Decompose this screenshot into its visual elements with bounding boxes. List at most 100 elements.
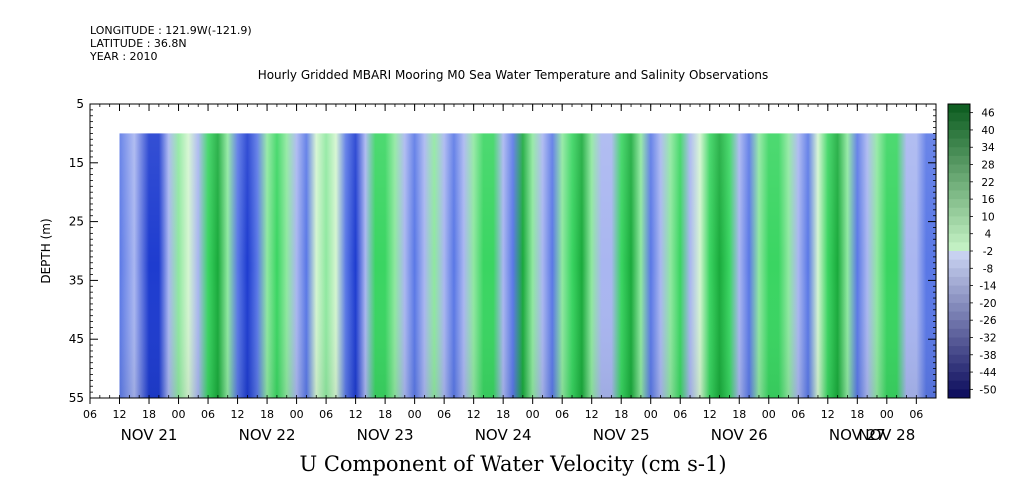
colorbar-swatch — [948, 242, 970, 252]
x-hour-tick-label: 12 — [585, 408, 599, 421]
colorbar-label: -32 — [979, 332, 996, 344]
colorbar-label: 28 — [981, 160, 994, 172]
colorbar-label: -50 — [979, 384, 996, 396]
colorbar-label: -2 — [983, 246, 993, 258]
colorbar-swatch — [948, 380, 970, 390]
colorbar-swatch — [948, 155, 970, 166]
x-hour-tick-label: 06 — [555, 408, 569, 421]
colorbar-swatch — [948, 164, 970, 174]
colorbar-label: 10 — [981, 211, 994, 223]
colorbar-label: -44 — [979, 367, 996, 379]
x-day-label: NOV 21 — [121, 426, 178, 444]
x-hour-tick-label: 18 — [260, 408, 274, 421]
colorbar-swatch — [948, 225, 970, 235]
colorbar-swatch — [948, 138, 970, 148]
colorbar-swatch — [948, 233, 970, 243]
x-hour-tick-label: 00 — [172, 408, 186, 421]
x-hour-tick-label: 12 — [349, 408, 363, 421]
x-hour-tick-label: 06 — [673, 408, 687, 421]
y-tick-label: 35 — [69, 273, 84, 287]
colorbar-swatch — [948, 207, 970, 217]
colorbar-swatch — [948, 199, 970, 209]
x-day-label: NOV 27 — [829, 426, 886, 444]
colorbar-label: 40 — [981, 125, 994, 137]
x-hour-tick-label: 12 — [113, 408, 127, 421]
latitude-label: LATITUDE : 36.8N — [90, 37, 187, 50]
x-hour-tick-label: 00 — [526, 408, 540, 421]
x-hour-tick-label: 18 — [732, 408, 746, 421]
depth-shading — [119, 133, 937, 398]
x-day-label: NOV 23 — [357, 426, 414, 444]
x-hour-tick-label: 00 — [880, 408, 894, 421]
colorbar-swatch — [948, 173, 970, 183]
colorbar-swatch — [948, 104, 970, 114]
colorbar-swatch — [948, 328, 970, 338]
colorbar-label: -8 — [983, 263, 993, 275]
colorbar-swatch — [948, 181, 970, 191]
x-hour-tick-label: 12 — [821, 408, 835, 421]
y-tick-label: 55 — [69, 391, 84, 405]
colorbar-swatch — [948, 259, 970, 269]
colorbar-label: 22 — [981, 177, 994, 189]
x-day-label: NOV 22 — [239, 426, 296, 444]
colorbar-swatch — [948, 337, 970, 347]
x-hour-tick-label: 06 — [83, 408, 97, 421]
colorbar-swatch — [948, 129, 970, 140]
year-label: YEAR : 2010 — [90, 50, 158, 63]
colorbar-swatch — [948, 147, 970, 157]
colorbar-swatch — [948, 311, 970, 321]
x-hour-tick-label: 06 — [909, 408, 923, 421]
colorbar-swatch — [948, 346, 970, 356]
x-axis-title: U Component of Water Velocity (cm s-1) — [299, 452, 727, 476]
longitude-label: LONGITUDE : 121.9W(-121.9) — [90, 24, 252, 37]
y-tick-label: 15 — [69, 156, 84, 170]
x-hour-tick-label: 18 — [142, 408, 156, 421]
colorbar-label: -20 — [979, 298, 996, 310]
colorbar-swatch — [948, 389, 970, 399]
colorbar-swatch — [948, 302, 970, 313]
colorbar-label: -14 — [979, 281, 996, 293]
colorbar-swatch — [948, 268, 970, 278]
y-tick-label: 25 — [69, 215, 84, 229]
y-tick-label: 45 — [69, 332, 84, 346]
colorbar-label: -38 — [979, 350, 996, 362]
x-hour-tick-label: 00 — [762, 408, 776, 421]
x-hour-tick-label: 12 — [231, 408, 245, 421]
colorbar-label: 34 — [981, 142, 995, 154]
colorbar-swatch — [948, 216, 970, 226]
x-hour-tick-label: 18 — [378, 408, 392, 421]
x-hour-tick-label: 06 — [791, 408, 805, 421]
colorbar-swatch — [948, 354, 970, 364]
x-hour-tick-label: 18 — [496, 408, 510, 421]
x-day-label: NOV 26 — [711, 426, 768, 444]
x-hour-tick-label: 18 — [850, 408, 864, 421]
x-day-label: NOV 28 — [858, 426, 915, 444]
colorbar-swatch — [948, 190, 970, 200]
colorbar-label: 46 — [981, 108, 995, 120]
colorbar-label: -26 — [979, 315, 996, 327]
colorbar-swatch — [948, 363, 970, 373]
x-hour-tick-label: 12 — [467, 408, 481, 421]
colorbar-swatch — [948, 320, 970, 330]
colorbar-swatch — [948, 121, 970, 131]
x-hour-tick-label: 06 — [201, 408, 215, 421]
colorbar-swatch — [948, 276, 970, 287]
y-axis-title: DEPTH (m) — [39, 218, 53, 283]
colorbar-swatch — [948, 372, 970, 382]
colorbar-swatch — [948, 285, 970, 295]
colorbar-swatch — [948, 112, 970, 122]
y-tick-label: 5 — [76, 97, 84, 111]
x-day-label: NOV 25 — [593, 426, 650, 444]
x-hour-tick-label: 06 — [437, 408, 451, 421]
x-hour-tick-label: 00 — [644, 408, 658, 421]
colorbar-label: 4 — [985, 229, 992, 241]
x-hour-tick-label: 00 — [290, 408, 304, 421]
x-hour-tick-label: 06 — [319, 408, 333, 421]
colorbar-swatch — [948, 251, 970, 261]
x-hour-tick-label: 18 — [614, 408, 628, 421]
chart-title: Hourly Gridded MBARI Mooring M0 Sea Wate… — [257, 68, 769, 82]
x-hour-tick-label: 12 — [703, 408, 717, 421]
colorbar-label: 16 — [981, 194, 995, 206]
x-hour-tick-label: 00 — [408, 408, 422, 421]
